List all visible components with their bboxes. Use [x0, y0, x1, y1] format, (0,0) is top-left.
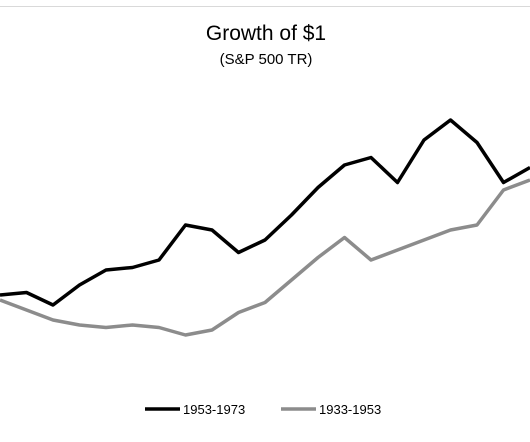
- legend: 1953-1973 1933-1953: [145, 402, 381, 417]
- legend-label-1953-1973: 1953-1973: [183, 402, 245, 417]
- series-line-1933-1953: [0, 178, 530, 337]
- plot-area: [0, 118, 530, 337]
- chart-subtitle: (S&P 500 TR): [220, 51, 313, 68]
- top-border: [0, 6, 530, 7]
- chart-title: Growth of $1: [206, 22, 326, 45]
- legend-label-1933-1953: 1933-1953: [319, 402, 381, 417]
- series-line-1953-1973: [0, 118, 530, 307]
